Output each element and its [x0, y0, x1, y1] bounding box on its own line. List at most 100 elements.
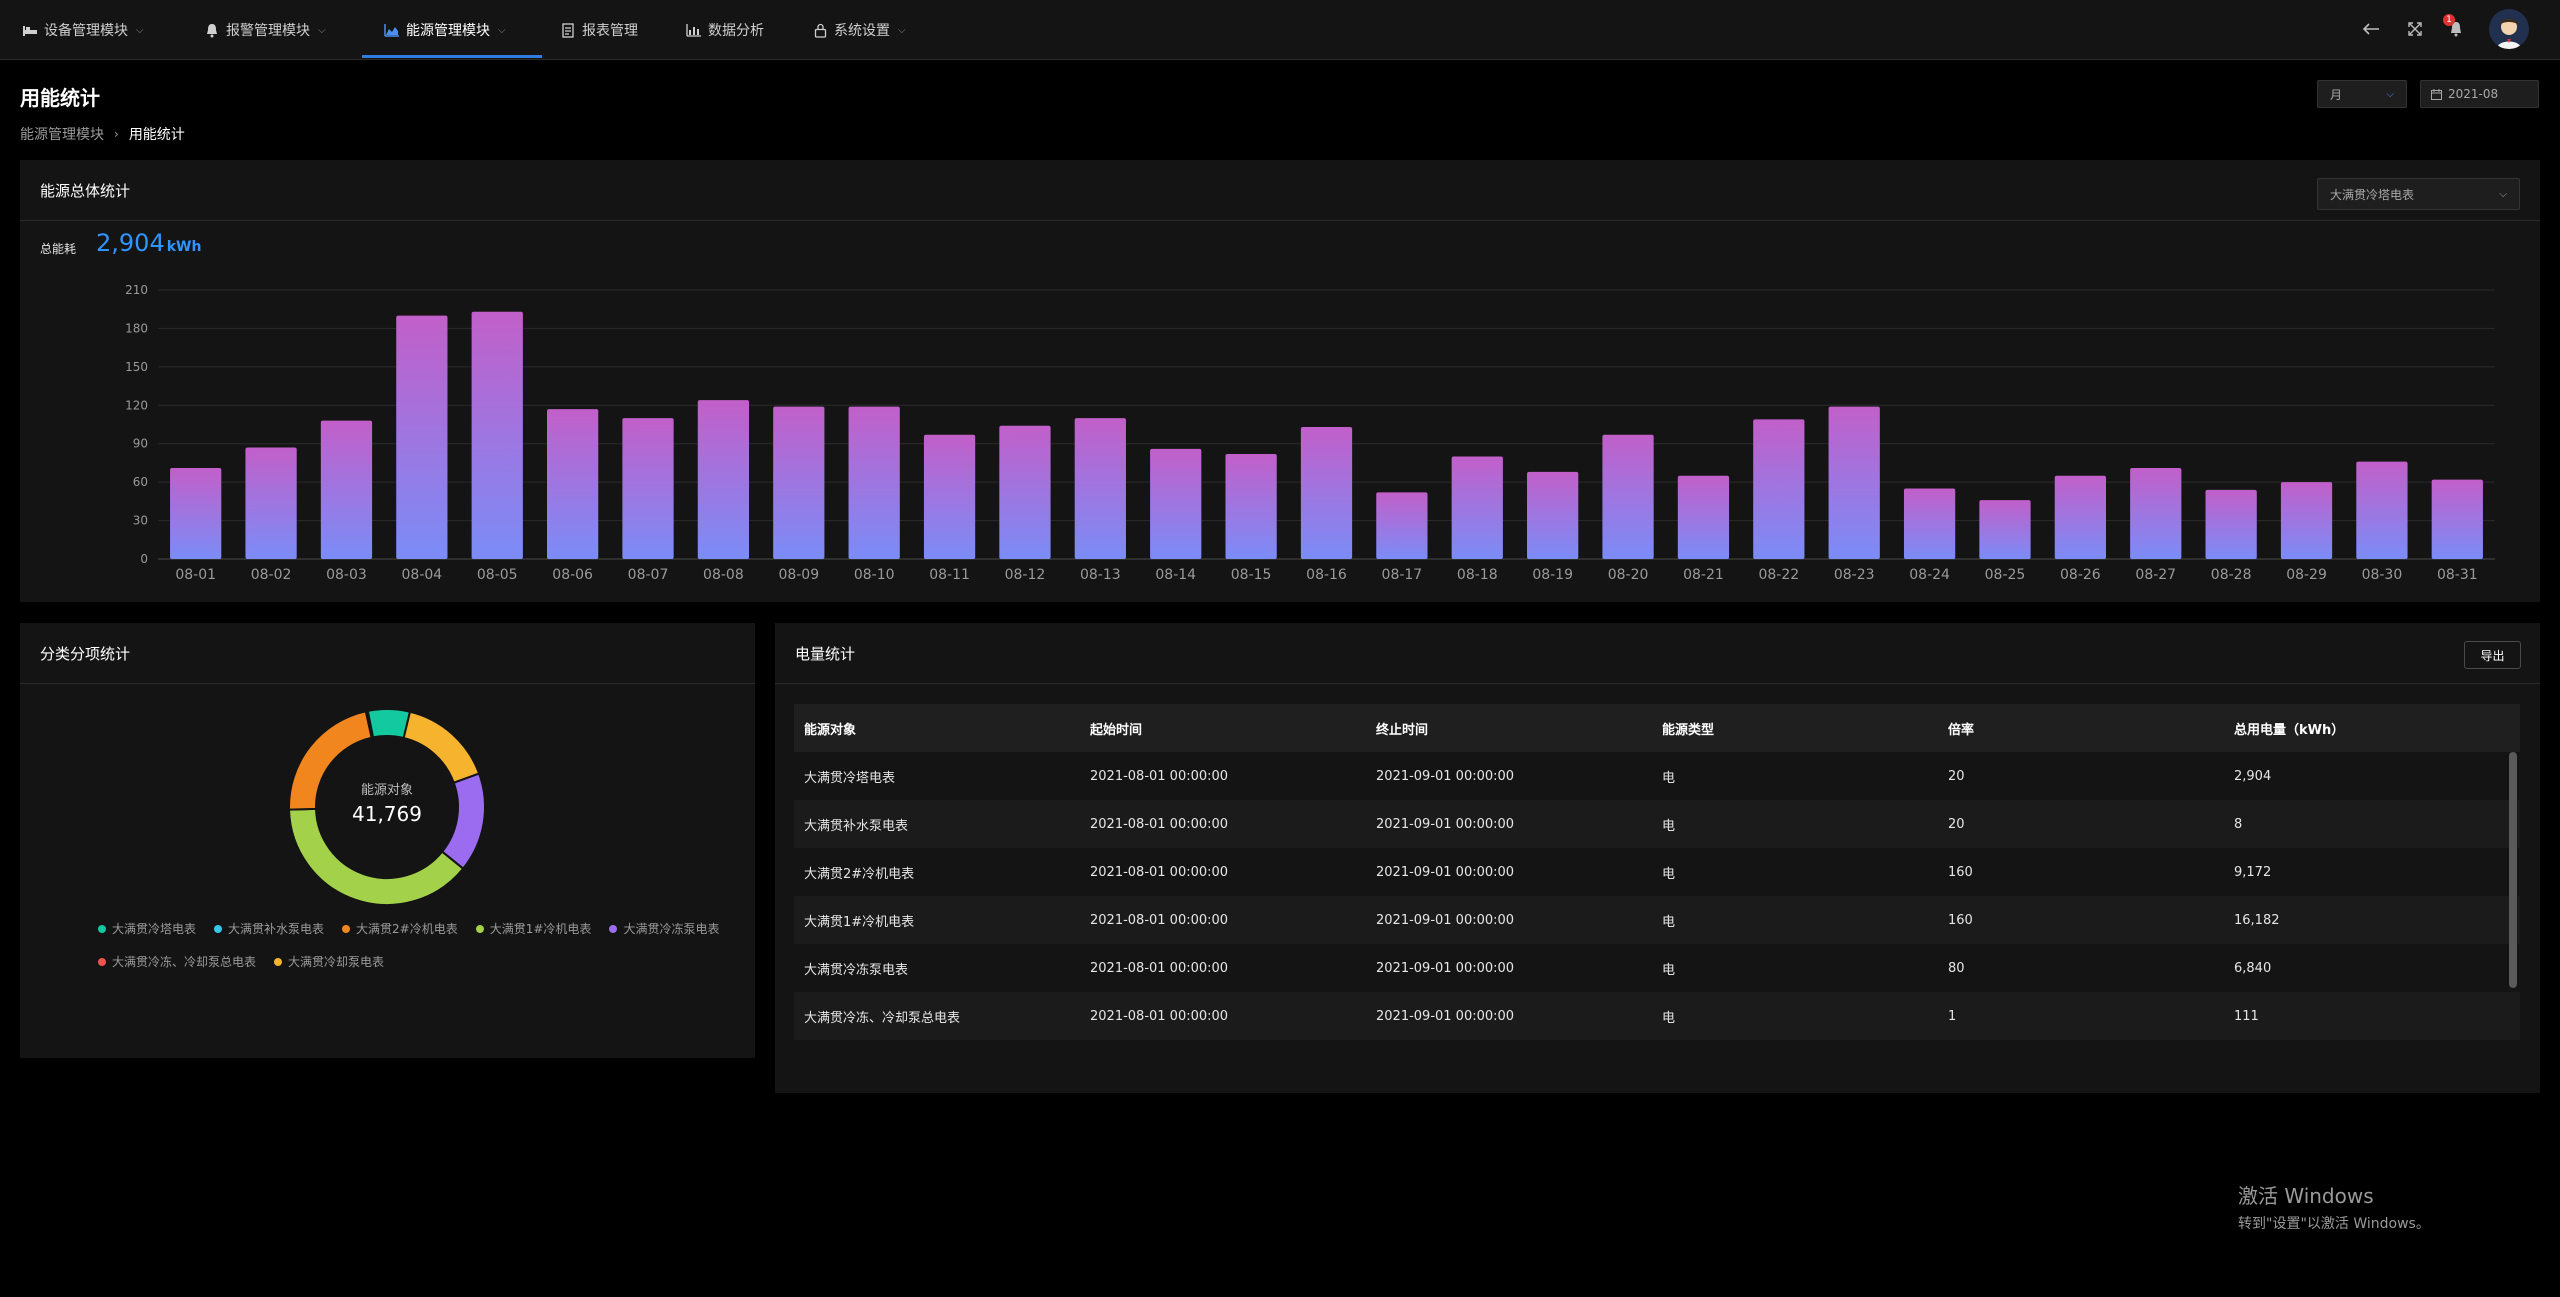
y-tick-label: 0 — [140, 552, 148, 566]
date-picker[interactable]: 2021-08 — [2420, 80, 2539, 108]
x-tick-label: 08-21 — [1683, 567, 1724, 583]
bar-08-01[interactable] — [170, 468, 222, 559]
bar-08-17[interactable] — [1376, 492, 1428, 559]
legend-label: 大满贯补水泵电表 — [228, 922, 325, 936]
nav-label: 系统设置 — [834, 23, 890, 39]
table-row[interactable]: 大满贯冷冻、冷却泵总电表 2021-08-01 00:00:00 2021-09… — [794, 992, 2520, 1040]
legend-item[interactable]: 大满贯冷冻泵电表 — [609, 920, 719, 937]
bar-08-13[interactable] — [1074, 418, 1126, 559]
table-row[interactable]: 大满贯1#冷机电表 2021-08-01 00:00:00 2021-09-01… — [794, 896, 2520, 944]
x-tick-label: 08-28 — [2211, 567, 2252, 583]
legend-item[interactable]: 大满贯补水泵电表 — [214, 920, 324, 937]
bar-08-23[interactable] — [1828, 406, 1880, 559]
bar-08-16[interactable] — [1300, 427, 1353, 559]
legend-item[interactable]: 大满贯2#冷机电表 — [342, 920, 458, 937]
y-tick-label: 210 — [125, 283, 148, 297]
donut-slice[interactable] — [366, 709, 375, 739]
bar-08-07[interactable] — [622, 418, 674, 559]
table-cell: 160 — [1948, 864, 1973, 880]
bar-08-11[interactable] — [923, 434, 976, 559]
bar-08-22[interactable] — [1753, 419, 1805, 559]
bar-08-06[interactable] — [546, 409, 599, 559]
bar-08-18[interactable] — [1451, 456, 1503, 559]
user-avatar[interactable] — [2489, 9, 2529, 49]
table-scrollbar[interactable] — [2509, 752, 2517, 988]
bar-08-20[interactable] — [1602, 434, 1654, 559]
nav-system-settings[interactable]: 系统设置 ⌵ — [812, 0, 906, 60]
column-header[interactable]: 总用电量（kWh） — [2234, 722, 2345, 738]
bar-08-26[interactable] — [2054, 475, 2107, 559]
legend-dot-icon — [274, 957, 283, 966]
overview-title: 能源总体统计 — [40, 182, 131, 200]
notification-bell-icon[interactable] — [2444, 17, 2468, 41]
column-header[interactable]: 终止时间 — [1376, 722, 1429, 738]
bar-08-19[interactable] — [1527, 471, 1579, 559]
table-row[interactable]: 大满贯冷冻泵电表 2021-08-01 00:00:00 2021-09-01 … — [794, 944, 2520, 992]
nav-label: 能源管理模块 — [406, 23, 490, 39]
legend-dot-icon — [475, 924, 484, 933]
bar-08-21[interactable] — [1677, 475, 1730, 559]
bar-08-25[interactable] — [1979, 500, 2031, 559]
nav-device-management[interactable]: 设备管理模块 ⌵ — [22, 0, 144, 60]
nav-alarm-management[interactable]: 报警管理模块 ⌵ — [204, 0, 326, 60]
bar-08-04[interactable] — [396, 315, 448, 559]
legend-item[interactable]: 大满贯1#冷机电表 — [475, 920, 591, 937]
bar-08-03[interactable] — [320, 420, 373, 559]
bar-08-28[interactable] — [2205, 489, 2257, 559]
bar-08-29[interactable] — [2280, 482, 2333, 559]
bar-08-30[interactable] — [2356, 461, 2408, 559]
nav-report-management[interactable]: 报表管理 — [560, 0, 638, 60]
bar-08-14[interactable] — [1150, 448, 1202, 559]
table-cell: 大满贯冷塔电表 — [804, 770, 896, 786]
bar-08-15[interactable] — [1225, 453, 1277, 559]
x-tick-label: 08-04 — [402, 567, 443, 583]
period-select[interactable]: 月 ⌵ — [2317, 80, 2407, 108]
donut-center-value: 41,769 — [352, 802, 422, 826]
x-tick-label: 08-14 — [1155, 567, 1196, 583]
back-arrow-icon[interactable] — [2359, 17, 2383, 41]
table-row[interactable]: 大满贯补水泵电表 2021-08-01 00:00:00 2021-09-01 … — [794, 800, 2520, 848]
bar-08-10[interactable] — [848, 406, 900, 559]
column-header[interactable]: 起始时间 — [1090, 722, 1143, 738]
table-cell: 1 — [1948, 1008, 1957, 1024]
x-tick-label: 08-06 — [552, 567, 593, 583]
bar-08-08[interactable] — [697, 400, 750, 559]
bar-08-31[interactable] — [2431, 479, 2483, 559]
donut-slice[interactable] — [366, 708, 412, 740]
meter-select[interactable]: 大满贯冷塔电表 ⌵ — [2317, 178, 2520, 210]
column-header[interactable]: 能源对象 — [804, 722, 857, 738]
donut-legend: 大满贯冷塔电表 大满贯补水泵电表 大满贯2#冷机电表 大满贯1#冷机电表 大满贯冷冻泵电… — [98, 920, 738, 986]
y-tick-label: 150 — [125, 360, 148, 374]
fullscreen-icon[interactable] — [2403, 17, 2427, 41]
bar-08-24[interactable] — [1903, 488, 1956, 559]
y-tick-label: 120 — [125, 398, 148, 412]
bar-08-02[interactable] — [245, 447, 297, 559]
bar-08-09[interactable] — [773, 406, 825, 559]
chevron-down-icon: ⌵ — [2386, 88, 2394, 100]
legend-item[interactable]: 大满贯冷塔电表 — [98, 920, 196, 937]
table-row[interactable]: 大满贯冷塔电表 2021-08-01 00:00:00 2021-09-01 0… — [794, 752, 2520, 800]
date-picker-value: 2021-08 — [2448, 87, 2499, 101]
table-row[interactable]: 大满贯2#冷机电表 2021-08-01 00:00:00 2021-09-01… — [794, 848, 2520, 896]
active-tab-indicator — [362, 55, 542, 58]
table-cell: 8 — [2234, 816, 2243, 832]
table-cell: 2021-08-01 00:00:00 — [1090, 768, 1229, 784]
legend-item[interactable]: 大满贯冷冻、冷却泵总电表 — [98, 953, 256, 970]
donut-slice[interactable] — [402, 710, 481, 785]
column-header[interactable]: 能源类型 — [1662, 722, 1715, 738]
table-cell: 111 — [2234, 1008, 2259, 1024]
legend-label: 大满贯冷冻、冷却泵总电表 — [112, 955, 257, 969]
breadcrumb-parent[interactable]: 能源管理模块 — [20, 127, 104, 143]
nav-data-analysis[interactable]: 数据分析 — [686, 0, 764, 60]
donut-center: 能源对象 41,769 — [267, 779, 507, 826]
bar-08-12[interactable] — [999, 425, 1051, 559]
bar-08-27[interactable] — [2130, 468, 2182, 559]
table-cell: 电 — [1662, 866, 1676, 882]
export-button[interactable]: 导出 — [2464, 641, 2521, 669]
chevron-down-icon: ⌵ — [2499, 188, 2507, 200]
column-header[interactable]: 倍率 — [1948, 722, 1975, 738]
nav-energy-management[interactable]: 能源管理模块 ⌵ — [384, 0, 506, 60]
report-icon — [560, 22, 576, 38]
legend-item[interactable]: 大满贯冷却泵电表 — [274, 953, 384, 970]
bar-08-05[interactable] — [471, 311, 523, 559]
